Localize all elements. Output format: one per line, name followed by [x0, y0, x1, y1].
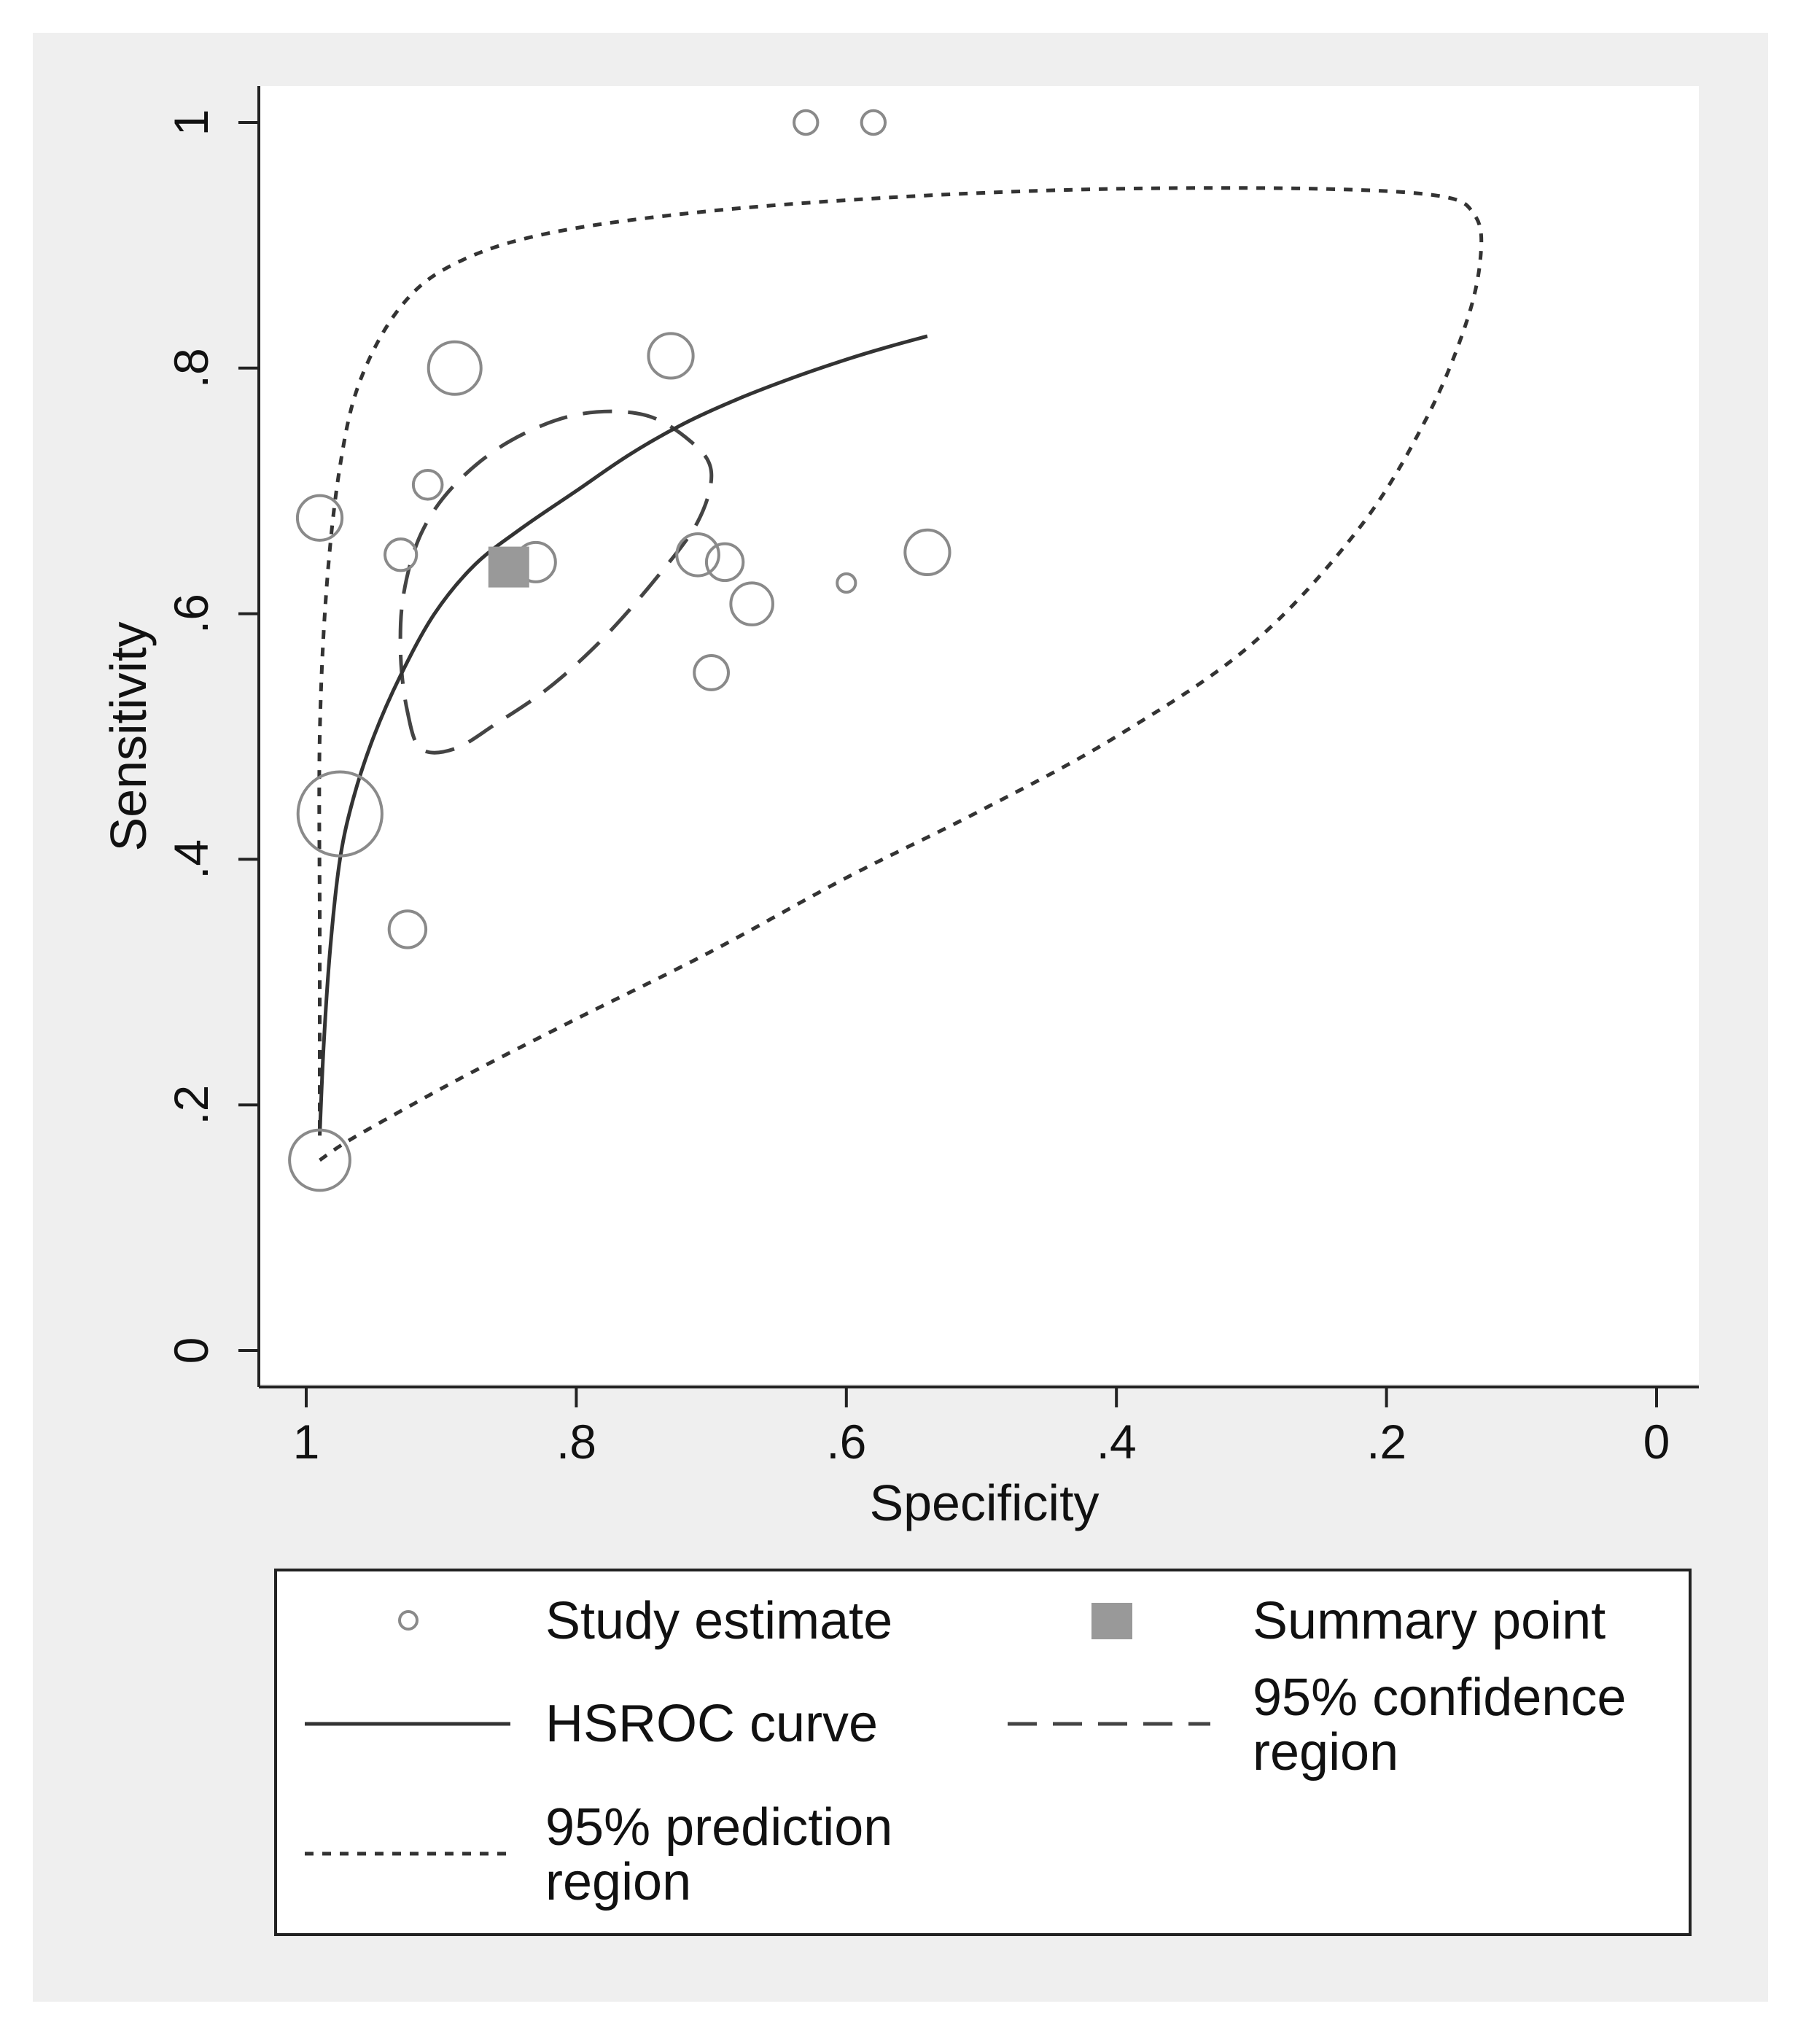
study-point-12 — [903, 528, 951, 577]
study-point-14 — [296, 770, 384, 858]
study-point-11 — [836, 572, 857, 594]
x-tick-label-5: 0 — [1643, 1415, 1670, 1469]
legend-study-marker — [398, 1610, 419, 1631]
legend: Study estimate Summary point HSROC curve… — [274, 1569, 1692, 1936]
x-axis-title: Specificity — [869, 1474, 1099, 1531]
study-point-6 — [384, 537, 419, 572]
y-tick-label-1: .2 — [164, 1085, 218, 1125]
x-ticks: 1 .8 .6 .4 .2 0 — [293, 1387, 1670, 1469]
hsroc-curve — [318, 334, 928, 1136]
legend-prediction-region-2: region — [545, 1853, 691, 1911]
study-point-3 — [647, 332, 695, 380]
study-point-1 — [860, 109, 887, 136]
legend-prediction-region-1: 95% prediction — [545, 1798, 892, 1857]
study-point-5 — [295, 494, 344, 542]
legend-confidence-region-2: region — [1253, 1723, 1398, 1781]
legend-hsroc-curve: HSROC curve — [545, 1695, 878, 1753]
study-point-16 — [288, 1128, 351, 1192]
x-tick-label-4: .2 — [1366, 1415, 1406, 1469]
legend-summary-point: Summary point — [1253, 1592, 1606, 1650]
y-tick-label-4: .8 — [164, 348, 218, 388]
summary-point — [488, 546, 529, 588]
study-point-9 — [704, 542, 745, 583]
y-tick-label-5: 1 — [164, 109, 218, 136]
plot-area — [259, 86, 1699, 1384]
legend-summary-marker — [1091, 1603, 1132, 1639]
y-tick-label-3: .6 — [164, 594, 218, 634]
x-tick-label-3: .4 — [1097, 1415, 1137, 1469]
study-point-4 — [411, 468, 444, 501]
study-points — [288, 109, 951, 1192]
legend-confidence-region-1: 95% confidence — [1253, 1668, 1626, 1727]
y-tick-label-2: .4 — [164, 839, 218, 879]
x-tick-label-0: 1 — [293, 1415, 320, 1469]
study-point-10 — [729, 581, 774, 626]
y-ticks: 0 .2 .4 .6 .8 1 — [164, 109, 259, 1364]
study-point-0 — [793, 109, 820, 136]
confidence-region — [398, 409, 714, 755]
legend-study-estimate: Study estimate — [545, 1592, 892, 1650]
legend-box — [274, 1569, 1692, 1936]
study-point-2 — [427, 340, 483, 396]
x-tick-label-2: .6 — [826, 1415, 866, 1469]
study-point-8 — [675, 532, 720, 578]
prediction-region — [317, 186, 1484, 1162]
y-axis-title: Sensitivity — [100, 621, 157, 851]
study-point-15 — [387, 909, 428, 949]
x-tick-label-1: .8 — [556, 1415, 596, 1469]
y-tick-label-0: 0 — [164, 1337, 218, 1364]
study-point-13 — [693, 654, 730, 691]
